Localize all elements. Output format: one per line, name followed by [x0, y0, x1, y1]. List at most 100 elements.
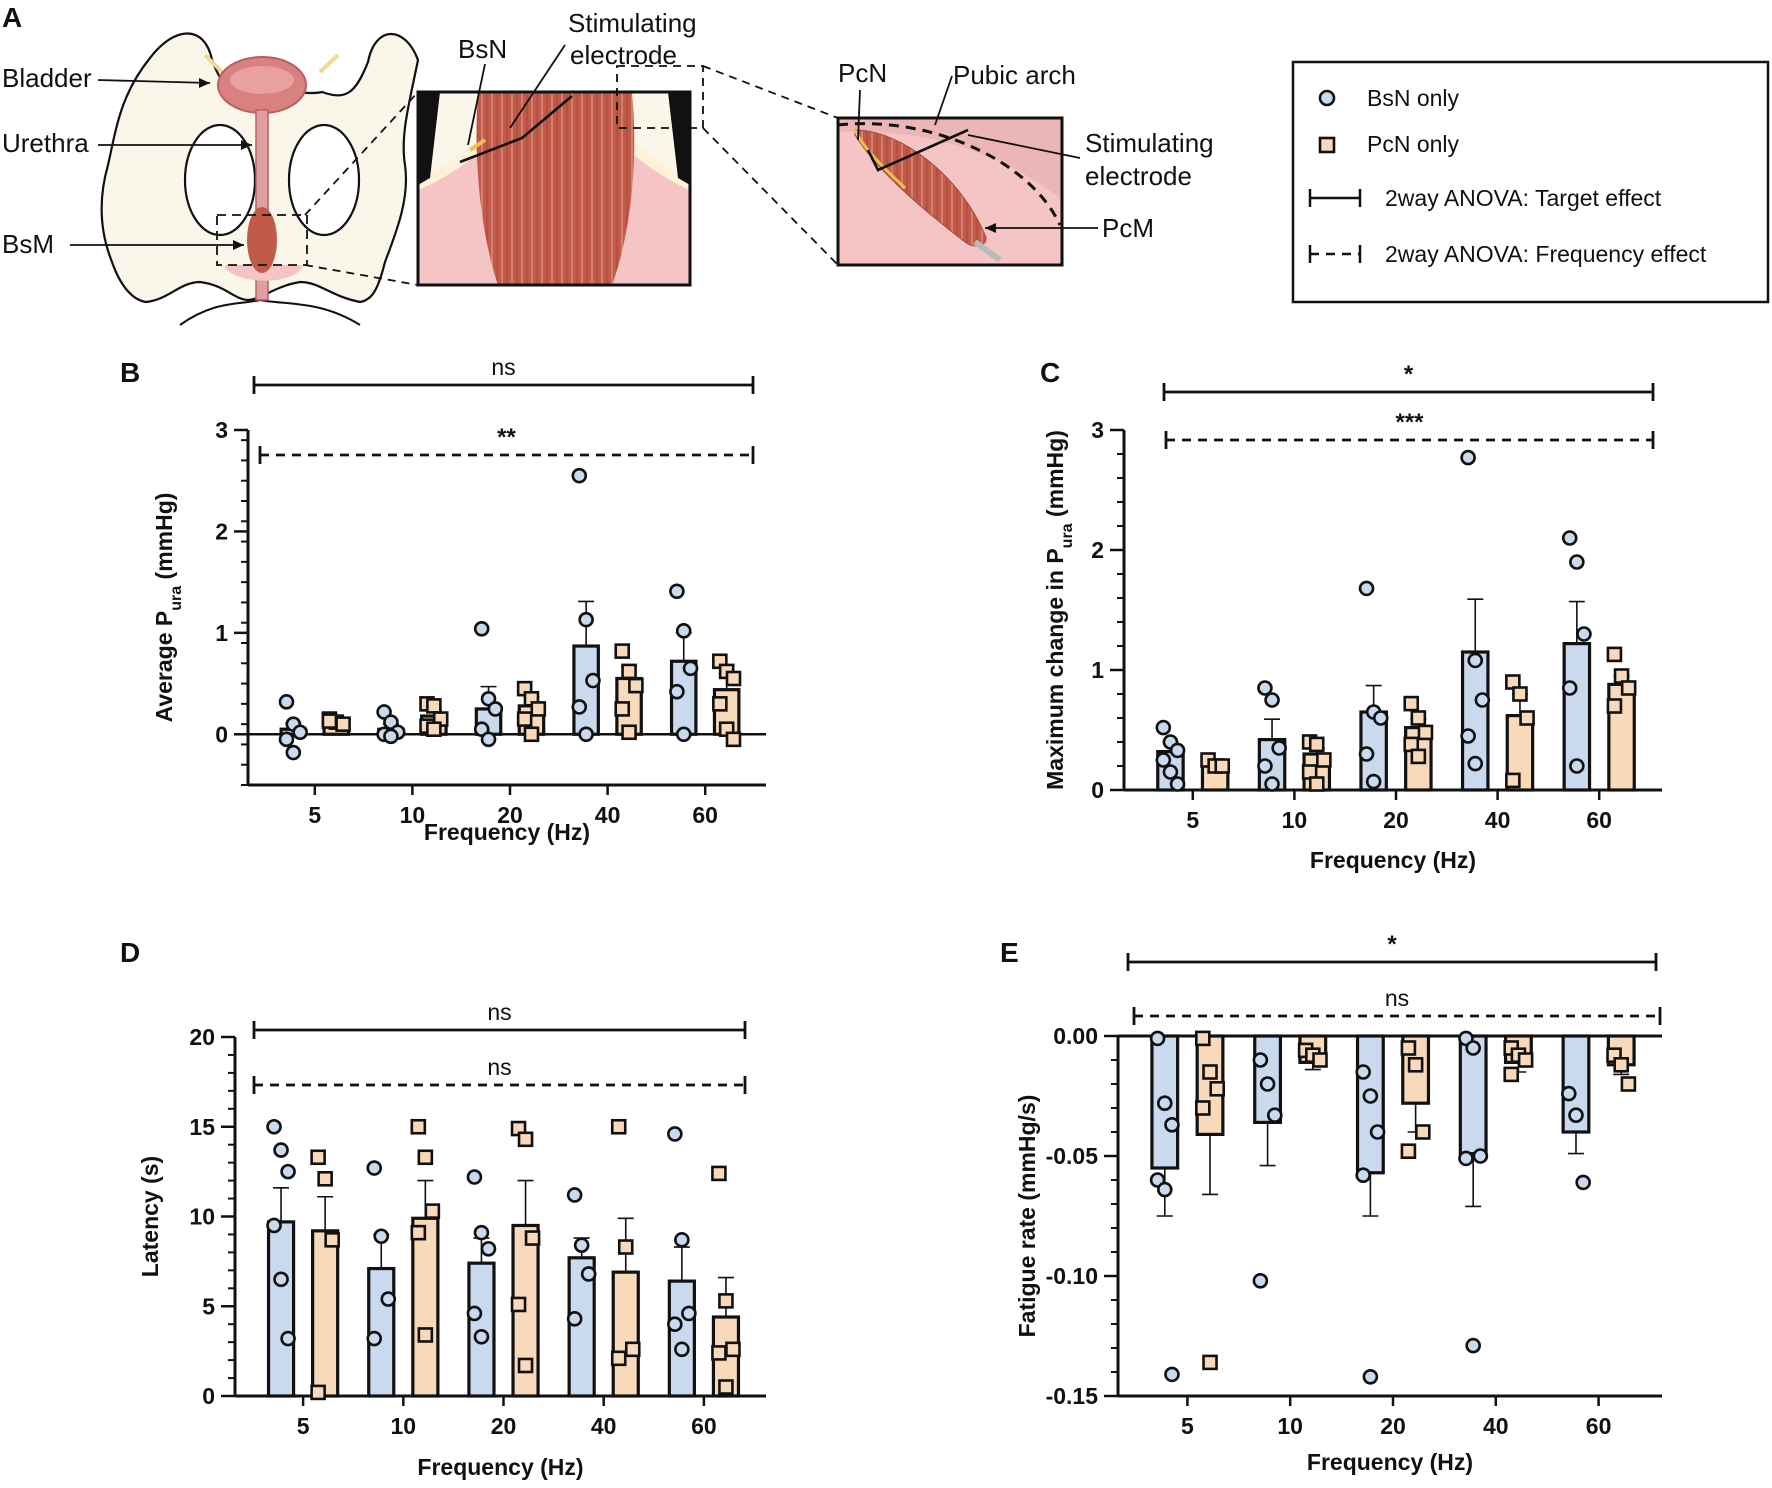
bladder-inner — [230, 66, 294, 94]
panel-label-d: D — [120, 937, 140, 968]
point-bsn — [667, 1126, 683, 1142]
point-bsn — [1164, 1366, 1180, 1383]
bar-pcn-5 — [311, 1229, 340, 1398]
label-pcn: PcN — [838, 58, 887, 88]
y-tick-label: 10 — [189, 1204, 215, 1230]
x-tick-label: 60 — [1586, 807, 1612, 833]
point-pcn — [610, 1350, 627, 1367]
point-bsn — [1372, 710, 1389, 726]
point-bsn — [380, 1291, 397, 1307]
inset-pcm-pubic-arch — [837, 122, 1062, 226]
arrowhead-bladder — [199, 78, 210, 88]
point-bsn — [487, 701, 504, 717]
inset-pcm-upper-region — [838, 118, 1062, 200]
point-bsn — [1156, 1095, 1173, 1111]
point-pcn — [517, 1131, 534, 1148]
point-bsn — [1561, 680, 1578, 696]
point-bsn — [1472, 1148, 1489, 1164]
point-pcn — [711, 1165, 727, 1182]
point-pcn — [1620, 1076, 1637, 1092]
point-pcn — [712, 696, 728, 712]
point-bsn — [366, 1160, 383, 1176]
point-bsn — [667, 1316, 683, 1332]
point-bsn — [1465, 1040, 1481, 1056]
legend-label-target: 2way ANOVA: Target effect — [1385, 185, 1662, 211]
point-pcn — [310, 1384, 326, 1401]
point-bsn — [473, 1224, 490, 1241]
point-bsn — [1569, 758, 1585, 774]
inset-pcm-tendon — [973, 239, 1002, 263]
label-stim-electrode-1-line2: electrode — [570, 40, 677, 70]
legend-label-frequency: 2way ANOVA: Frequency effect — [1385, 241, 1707, 267]
point-bsn — [373, 1228, 390, 1245]
point-pcn — [621, 663, 637, 680]
point-bsn — [266, 1118, 282, 1135]
point-pcn — [523, 726, 540, 743]
point-bsn — [1568, 1107, 1584, 1123]
panel-a: A Bladder Urethra BsM — [2, 2, 1770, 326]
point-pcn — [1202, 1354, 1218, 1371]
sig-label-target: ns — [487, 999, 511, 1025]
point-bsn — [1362, 1369, 1379, 1385]
point-pcn — [1209, 1081, 1226, 1097]
panel-label-c: C — [1040, 357, 1060, 388]
point-pcn — [410, 1224, 427, 1241]
point-bsn — [1576, 626, 1592, 642]
sig-label-frequency: ** — [497, 424, 516, 451]
ureters — [203, 53, 340, 74]
zoom-connector-bottom — [304, 264, 419, 286]
chart-b: 0 1 2 3 5 10 20 40 60 Frequency (Hz) Average Pura … — [151, 354, 766, 845]
point-bsn — [473, 620, 490, 637]
point-bsn — [1467, 652, 1484, 669]
point-bsn — [669, 683, 685, 700]
arrowhead-pcm — [985, 223, 996, 233]
point-bsn — [480, 1241, 497, 1257]
legend-label-pcn: PcN only — [1367, 131, 1460, 157]
point-pcn — [1410, 748, 1427, 765]
y-tick-label: 1 — [1091, 657, 1104, 683]
x-tick-label: 10 — [1277, 1413, 1303, 1439]
x-tick-label: 60 — [1586, 1413, 1612, 1439]
y-axis-title: Average Pura (mmHg) — [151, 493, 185, 723]
point-pcn — [510, 1296, 527, 1313]
point-pcn — [614, 643, 631, 659]
point-bsn — [383, 728, 399, 745]
arrow-bladder — [97, 79, 211, 84]
point-pcn — [718, 1293, 734, 1309]
point-pcn — [1519, 710, 1535, 726]
point-bsn — [578, 611, 594, 628]
x-tick-label: 5 — [1186, 807, 1199, 833]
point-bsn — [1259, 1076, 1276, 1092]
point-bsn — [1169, 742, 1186, 759]
bar-bsn-40 — [572, 644, 600, 736]
y-tick-label: 0.00 — [1053, 1023, 1098, 1049]
label-bsn: BsN — [458, 34, 507, 64]
x-tick-label: 20 — [491, 1413, 517, 1439]
sig-label-target: * — [1404, 361, 1414, 388]
bar-bsn-20 — [1355, 1034, 1385, 1175]
x-axis-title: Frequency (Hz) — [1310, 847, 1476, 873]
point-pcn — [711, 1345, 727, 1361]
point-bsn — [571, 467, 588, 484]
point-pcn — [1505, 772, 1521, 789]
point-pcn — [1308, 776, 1325, 792]
point-pcn — [417, 1149, 434, 1166]
inset-bsm-electrode — [459, 95, 573, 164]
x-tick-label: 5 — [1181, 1413, 1194, 1439]
x-tick-label: 60 — [691, 1413, 717, 1439]
point-bsn — [466, 1169, 483, 1185]
point-bsn — [278, 694, 295, 710]
point-pcn — [1606, 698, 1623, 714]
sig-label-frequency: *** — [1395, 409, 1424, 436]
x-tick-label: 40 — [1483, 1413, 1509, 1439]
point-pcn — [1195, 1100, 1211, 1116]
point-bsn — [681, 1305, 697, 1322]
point-pcn — [1410, 710, 1427, 726]
label-pubic-arch: Pubic arch — [953, 60, 1076, 90]
chart-c: 0 1 2 3 5 10 20 40 60 Frequency (Hz) Maximum chang… — [1042, 361, 1662, 873]
bar-pcn-10 — [411, 1216, 440, 1398]
point-bsn — [1365, 773, 1382, 790]
label-stim-electrode-1-line1: Stimulating — [568, 8, 697, 38]
point-bsn — [585, 672, 601, 689]
point-bsn — [1252, 1052, 1269, 1068]
